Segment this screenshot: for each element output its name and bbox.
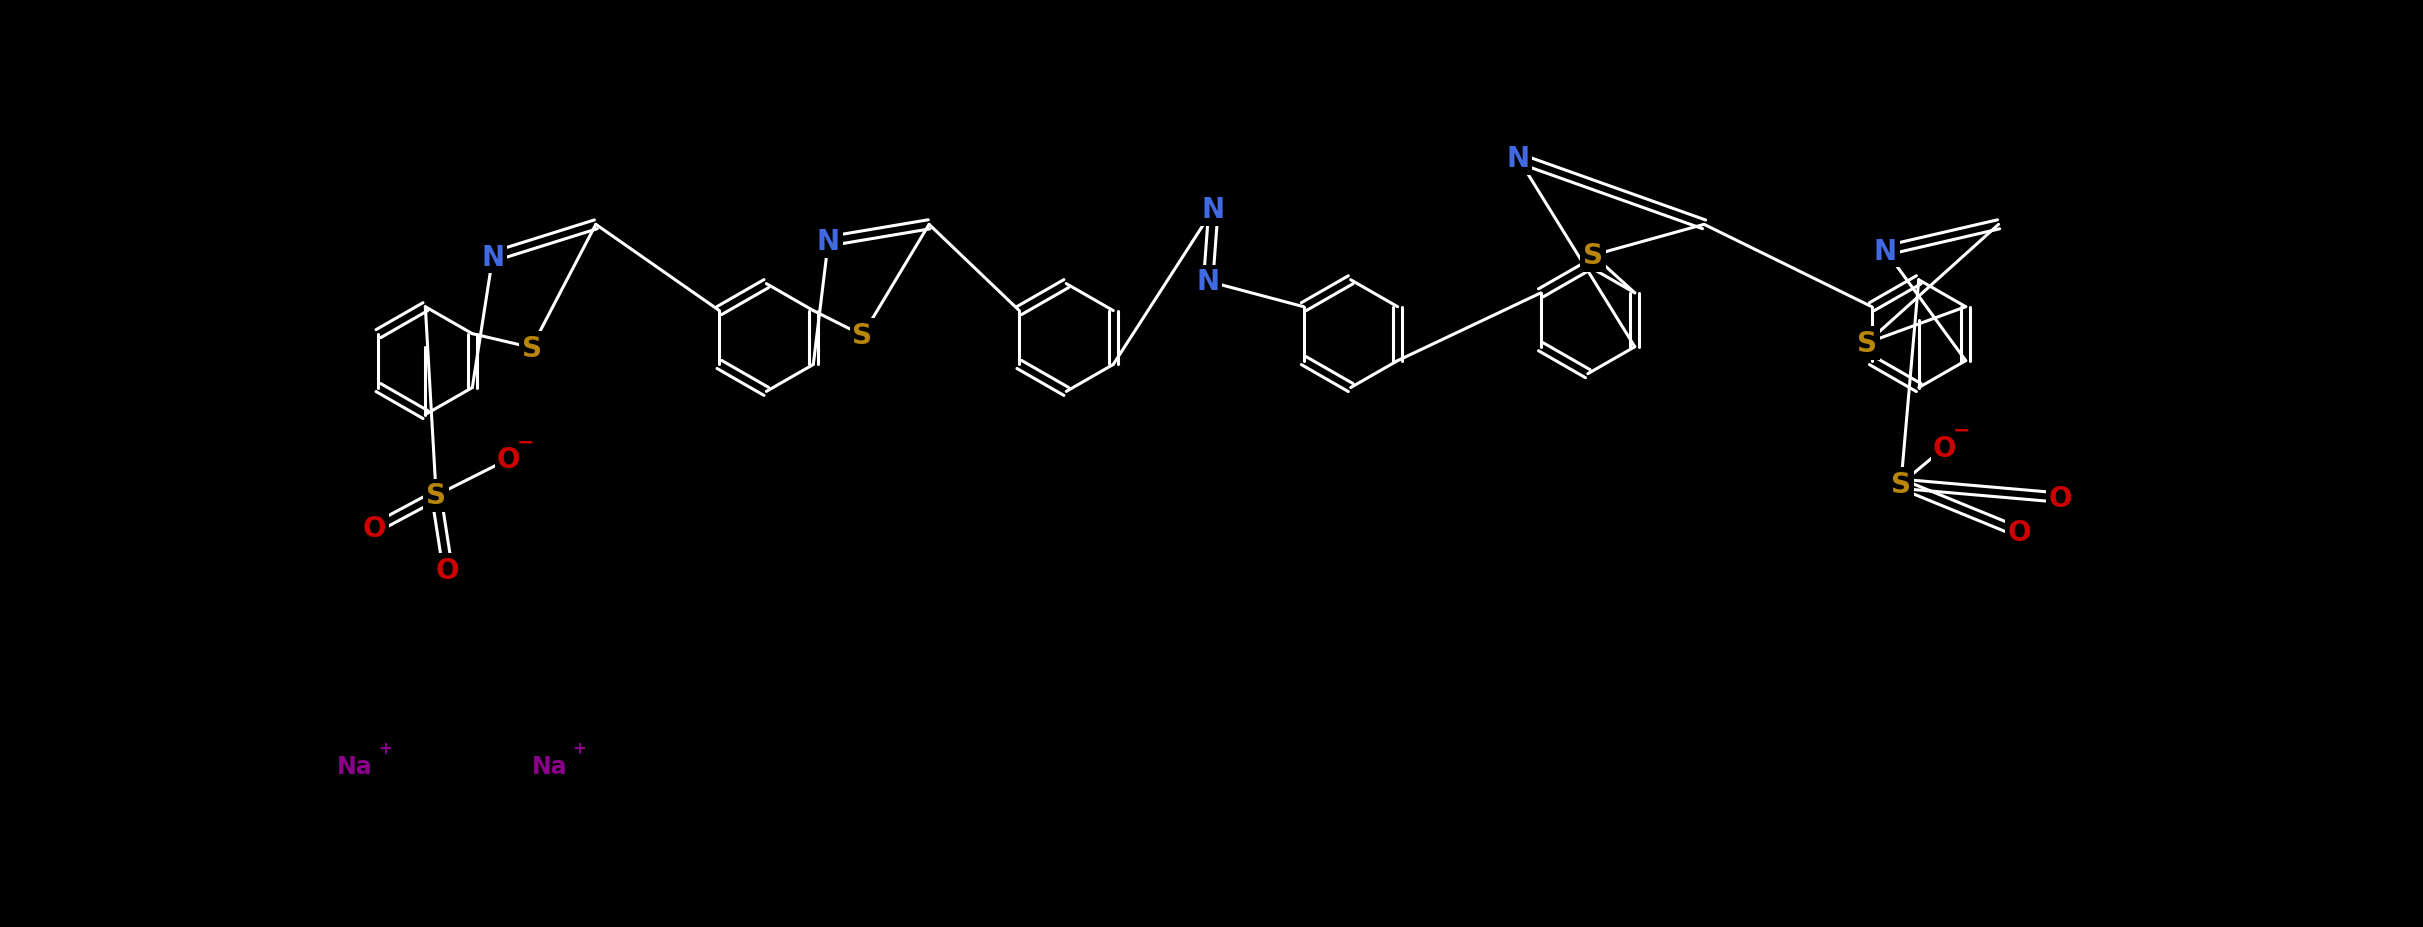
Text: O: O <box>436 556 460 584</box>
Text: O: O <box>1934 434 1955 463</box>
Text: N: N <box>482 244 504 272</box>
Text: S: S <box>1856 329 1878 358</box>
Text: O: O <box>2009 519 2030 547</box>
Text: S: S <box>426 482 446 510</box>
Text: −: − <box>1953 421 1970 440</box>
Text: S: S <box>853 322 872 349</box>
Text: S: S <box>1890 470 1912 499</box>
Text: S: S <box>521 334 540 362</box>
Text: N: N <box>817 228 841 256</box>
Text: O: O <box>2050 484 2072 512</box>
Text: +: + <box>378 740 393 757</box>
Text: +: + <box>572 740 586 757</box>
Text: N: N <box>1202 196 1226 223</box>
Text: S: S <box>1582 242 1604 270</box>
Text: N: N <box>1507 145 1529 173</box>
Text: O: O <box>497 446 521 474</box>
Text: −: − <box>516 432 535 452</box>
Text: Na: Na <box>337 755 373 779</box>
Text: N: N <box>1873 237 1897 265</box>
Text: O: O <box>363 514 385 543</box>
Text: Na: Na <box>531 755 567 779</box>
Text: N: N <box>1197 268 1219 296</box>
